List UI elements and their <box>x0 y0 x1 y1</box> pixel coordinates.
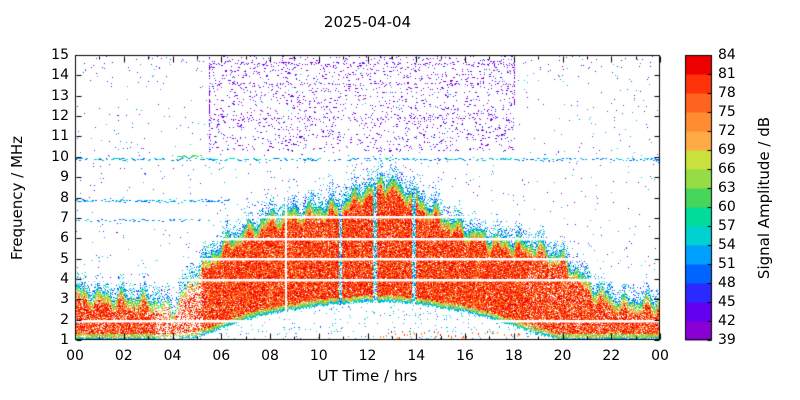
y-tick-label: 10 <box>51 148 69 165</box>
x-tick-label: 20 <box>553 348 572 364</box>
y-tick-label: 7 <box>60 209 69 226</box>
x-tick-label: 10 <box>309 348 328 364</box>
colorbar-tick-label: 84 <box>718 47 736 63</box>
colorbar-tick-label: 60 <box>718 199 736 215</box>
colorbar-tick-label: 54 <box>718 237 736 253</box>
colorbar-tick-label: 48 <box>718 275 736 291</box>
y-tick-label: 9 <box>60 169 69 186</box>
x-tick-label: 14 <box>407 348 426 364</box>
colorbar-tick-label: 66 <box>718 161 736 177</box>
chart-title: 2025-04-04 <box>323 13 412 31</box>
y-axis-title: Frequency / MHz <box>8 135 26 261</box>
x-tick-label: 16 <box>456 348 474 364</box>
y-tick-label: 5 <box>60 250 69 267</box>
y-tick-label: 11 <box>51 128 69 145</box>
y-tick-label: 6 <box>60 230 69 247</box>
x-tick-label: 08 <box>261 348 279 364</box>
colorbar-tick-label: 78 <box>718 85 736 101</box>
x-tick-label: 02 <box>114 348 133 364</box>
colorbar-tick-label: 39 <box>718 332 736 348</box>
y-tick-label: 13 <box>51 87 69 104</box>
colorbar-tick-label: 42 <box>718 313 736 329</box>
y-tick-label: 15 <box>51 47 69 63</box>
colorbar-title: Signal Amplitude / dB <box>755 116 773 280</box>
y-tick-label: 14 <box>51 67 69 84</box>
colorbar-tick-label: 72 <box>718 123 736 139</box>
x-tick-label: 06 <box>212 348 231 364</box>
y-tick-label: 12 <box>51 108 69 125</box>
colorbar-tick-label: 45 <box>718 294 736 310</box>
y-tick-label: 8 <box>60 189 69 206</box>
colorbar-tick-label: 51 <box>718 256 736 272</box>
x-tick-label: 04 <box>163 348 182 364</box>
y-tick-label: 1 <box>60 332 69 348</box>
x-axis-title: UT Time / hrs <box>317 367 418 385</box>
x-tick-label: 22 <box>602 348 621 364</box>
colorbar-tick-label: 69 <box>718 142 736 158</box>
colorbar-tick-label: 57 <box>718 218 736 234</box>
colorbar-tick-label: 63 <box>718 180 736 196</box>
x-tick-label: 12 <box>358 348 377 364</box>
colorbar-tick-label: 81 <box>718 66 736 82</box>
y-tick-label: 4 <box>60 270 69 287</box>
x-tick-label: 00 <box>651 348 669 364</box>
colorbar-tick-label: 75 <box>718 104 736 120</box>
y-tick-label: 3 <box>60 291 69 308</box>
x-tick-label: 18 <box>504 348 523 364</box>
y-tick-label: 2 <box>60 311 69 328</box>
x-tick-label: 00 <box>66 348 84 364</box>
